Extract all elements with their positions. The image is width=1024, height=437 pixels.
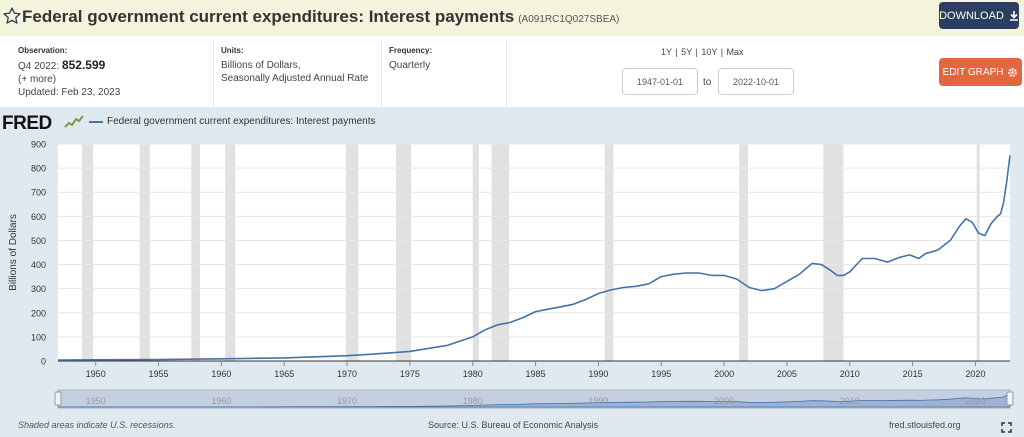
- y-axis-title: Billions of Dollars: [8, 214, 19, 291]
- series-id: (A091RC1Q027SBEA): [518, 14, 620, 25]
- recession-band: [396, 144, 412, 361]
- navigator-tick-label: 1990: [588, 396, 608, 406]
- chart-legend: Federal government current expenditures:…: [89, 116, 375, 127]
- x-tick-label: 1985: [526, 369, 546, 379]
- updated-date: Updated: Feb 23, 2023: [18, 87, 121, 98]
- divider: [381, 40, 382, 106]
- x-tick-label: 1970: [337, 369, 357, 379]
- recession-band: [225, 144, 236, 361]
- x-tick-label: 2015: [903, 369, 923, 379]
- y-tick-label: 200: [31, 308, 46, 318]
- navigator-tick-label: 2010: [840, 396, 860, 406]
- gear-icon: [1008, 67, 1018, 77]
- recession-band: [345, 144, 359, 361]
- recession-band: [823, 144, 844, 361]
- title-bar: [0, 0, 1024, 36]
- start-date-input[interactable]: 1947-01-01: [622, 68, 698, 95]
- navigator-tick-label: 1950: [86, 396, 106, 406]
- recession-band: [472, 144, 480, 361]
- x-tick-label: 1980: [463, 369, 483, 379]
- recession-band: [191, 144, 201, 361]
- recession-band: [491, 144, 510, 361]
- navigator-tick-label: 1980: [463, 396, 483, 406]
- y-tick-label: 300: [31, 284, 46, 294]
- recession-note: Shaded areas indicate U.S. recessions.: [18, 420, 176, 430]
- y-tick-label: 900: [31, 140, 46, 150]
- end-date-input[interactable]: 2022-10-01: [718, 68, 794, 95]
- x-tick-label: 2005: [777, 369, 797, 379]
- observation-label: Observation:: [18, 46, 68, 55]
- x-tick-label: 1995: [651, 369, 671, 379]
- fred-logo: FRED: [2, 113, 52, 134]
- recession-band: [81, 144, 94, 361]
- to-label: to: [703, 77, 712, 88]
- navigator-tick-label: 2020: [965, 396, 985, 406]
- series-title-text: Federal government current expenditures:…: [22, 7, 515, 26]
- navigator-handle[interactable]: [1006, 391, 1014, 406]
- download-label: DOWNLOAD: [939, 9, 1004, 22]
- recession-band: [739, 144, 748, 361]
- y-tick-label: 0: [41, 357, 46, 367]
- legend-swatch: [89, 120, 103, 123]
- x-tick-label: 1955: [149, 369, 169, 379]
- units-line1: Billions of Dollars,: [221, 60, 301, 71]
- y-tick-label: 600: [31, 212, 46, 222]
- recession-band: [604, 144, 614, 361]
- legend-label: Federal government current expenditures:…: [107, 116, 376, 127]
- frequency-value: Quarterly: [389, 60, 431, 71]
- x-tick-label: 2020: [965, 369, 985, 379]
- download-button[interactable]: DOWNLOAD: [939, 2, 1019, 29]
- x-tick-label: 1950: [86, 369, 106, 379]
- units-label: Units:: [221, 46, 244, 55]
- series-title: Federal government current expenditures:…: [22, 7, 619, 27]
- y-tick-label: 400: [31, 260, 46, 270]
- recession-band: [976, 144, 980, 361]
- x-tick-label: 2010: [840, 369, 860, 379]
- y-tick-label: 800: [31, 164, 46, 174]
- edit-graph-button[interactable]: EDIT GRAPH: [939, 58, 1022, 86]
- recession-band: [139, 144, 150, 361]
- edit-graph-label: EDIT GRAPH: [942, 66, 1004, 78]
- x-tick-label: 2000: [714, 369, 734, 379]
- series-line: [57, 155, 1011, 361]
- plot-area: [58, 144, 1010, 361]
- navigator-tick-label: 1970: [337, 396, 357, 406]
- frequency-label: Frequency:: [389, 46, 433, 55]
- x-tick-label: 1960: [211, 369, 231, 379]
- fullscreen-icon[interactable]: [1001, 422, 1012, 433]
- download-icon: [1009, 10, 1018, 21]
- y-tick-label: 700: [31, 188, 46, 198]
- observation-period: Q4 2022:: [18, 61, 60, 72]
- star-icon[interactable]: [2, 6, 22, 26]
- divider: [506, 40, 507, 106]
- range-selector[interactable]: 1Y | 5Y | 10Y | Max: [661, 47, 744, 57]
- divider: [213, 40, 214, 106]
- x-tick-label: 1990: [588, 369, 608, 379]
- logo-chart-icon: [64, 115, 84, 128]
- x-tick-label: 1975: [400, 369, 420, 379]
- units-block: Units: Billions of Dollars, Seasonally A…: [221, 44, 368, 85]
- site-url[interactable]: fred.stlouisfed.org: [889, 420, 961, 430]
- y-tick-label: 500: [31, 236, 46, 246]
- x-tick-label: 1965: [274, 369, 294, 379]
- units-line2: Seasonally Adjusted Annual Rate: [221, 73, 369, 84]
- source-note: Source: U.S. Bureau of Economic Analysis: [428, 420, 599, 430]
- y-tick-label: 100: [31, 332, 46, 342]
- more-link[interactable]: (+ more): [18, 74, 57, 85]
- observation-block: Observation: Q4 2022: 852.599 (+ more) U…: [18, 44, 120, 99]
- observation-value: 852.599: [61, 58, 106, 72]
- navigator-tick-label: 1960: [211, 396, 231, 406]
- navigator-tick-label: 2000: [714, 396, 734, 406]
- navigator-series: [57, 393, 1011, 408]
- navigator-handle[interactable]: [54, 391, 62, 406]
- frequency-block: Frequency: Quarterly: [389, 44, 432, 72]
